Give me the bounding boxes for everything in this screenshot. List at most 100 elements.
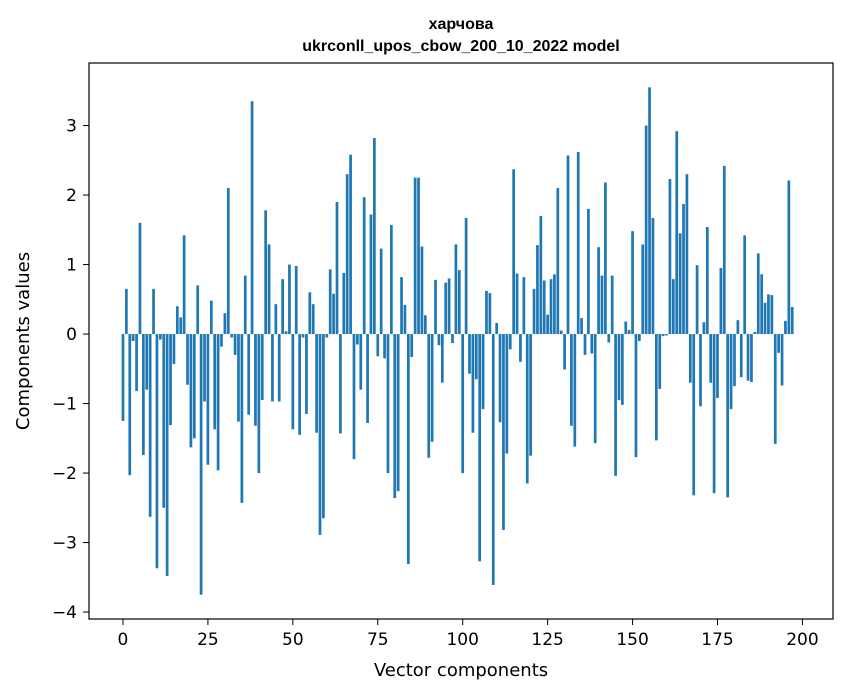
plot-frame [88, 62, 834, 620]
bar-116 [515, 273, 519, 335]
x-axis-label: Vector components [374, 660, 548, 681]
bar-185 [750, 334, 753, 383]
bar-119 [525, 334, 529, 484]
bar-118 [522, 277, 526, 335]
bars-group [121, 87, 794, 595]
bar-21 [192, 334, 196, 439]
y-axis-ticks: −4 −3 −2 −1 0 1 2 3 [52, 117, 89, 623]
bar-166 [685, 174, 689, 335]
bar-16 [175, 306, 179, 335]
bar-32 [230, 334, 234, 338]
bar-149 [627, 329, 631, 335]
bar-80 [393, 334, 397, 499]
bar-36 [243, 275, 247, 335]
bar-76 [379, 248, 383, 335]
bar-107 [485, 290, 488, 335]
bar-40 [257, 334, 261, 474]
bar-104 [474, 334, 478, 380]
bar-8 [148, 334, 152, 517]
bar-194 [780, 334, 784, 386]
bar-162 [671, 279, 675, 335]
bar-176 [719, 268, 723, 335]
bar-77 [383, 334, 386, 359]
y-tick-label: 1 [66, 256, 77, 276]
bar-56 [311, 304, 315, 335]
x-tick-label: 125 [531, 630, 563, 650]
bar-182 [739, 334, 743, 378]
bar-58 [318, 334, 322, 535]
bar-4 [135, 334, 138, 392]
bar-62 [332, 293, 335, 335]
bar-106 [481, 334, 485, 410]
bar-122 [536, 245, 539, 335]
y-tick-label: −3 [52, 534, 77, 554]
bar-170 [699, 334, 702, 407]
y-tick-label: −2 [52, 464, 77, 484]
bar-7 [145, 334, 149, 390]
bar-61 [328, 269, 332, 335]
bar-156 [651, 217, 655, 335]
bar-74 [373, 138, 376, 335]
bar-75 [376, 334, 380, 357]
bar-140 [597, 247, 600, 335]
bar-31 [226, 188, 230, 335]
bar-186 [753, 331, 757, 335]
bar-52 [298, 334, 301, 435]
bar-190 [767, 294, 770, 335]
bar-79 [389, 224, 393, 335]
bar-90 [427, 334, 431, 458]
chart-title: харчова [429, 16, 494, 33]
bar-10 [155, 334, 159, 569]
bar-71 [362, 197, 366, 335]
bar-125 [546, 314, 549, 335]
bar-39 [254, 334, 257, 426]
bar-50 [291, 334, 295, 430]
bar-105 [478, 334, 482, 562]
bar-108 [488, 293, 492, 335]
bar-167 [688, 334, 692, 383]
bar-42 [264, 210, 268, 335]
y-tick-label: 3 [66, 117, 77, 137]
y-axis-label: Components values [13, 252, 34, 430]
bar-169 [695, 265, 699, 335]
chart-subtitle: ukrconll_upos_cbow_200_10_2022 model [302, 38, 619, 55]
bar-73 [369, 214, 373, 335]
bar-184 [746, 334, 750, 381]
bar-181 [736, 320, 740, 335]
bar-114 [508, 334, 512, 350]
bar-24 [203, 334, 206, 402]
x-axis-ticks: 0 25 50 75 100 125 150 175 200 [118, 619, 819, 650]
bar-88 [420, 246, 424, 335]
y-tick-label: 0 [66, 325, 77, 345]
bar-128 [556, 188, 560, 335]
bar-99 [457, 270, 461, 335]
bar-160 [665, 334, 668, 336]
bar-141 [600, 275, 604, 335]
bar-101 [464, 217, 468, 335]
bar-92 [434, 279, 437, 335]
bar-138 [590, 334, 594, 354]
bar-112 [502, 334, 505, 531]
bar-115 [512, 169, 516, 335]
bar-27 [213, 334, 217, 430]
bar-91 [430, 334, 434, 442]
bar-142 [604, 182, 607, 335]
bar-179 [729, 334, 733, 410]
bar-187 [756, 253, 760, 335]
bar-66 [345, 174, 349, 335]
x-tick-label: 25 [197, 630, 219, 650]
bar-86 [413, 177, 417, 335]
bar-175 [716, 334, 719, 398]
bar-64 [339, 334, 342, 434]
bar-13 [165, 334, 169, 576]
bar-60 [325, 334, 329, 338]
bar-29 [220, 334, 223, 347]
bar-174 [712, 334, 716, 494]
bar-110 [495, 322, 499, 335]
bar-89 [423, 315, 427, 335]
bar-9 [152, 288, 155, 335]
bar-63 [335, 202, 339, 335]
bar-93 [437, 334, 441, 346]
bar-102 [468, 334, 471, 374]
